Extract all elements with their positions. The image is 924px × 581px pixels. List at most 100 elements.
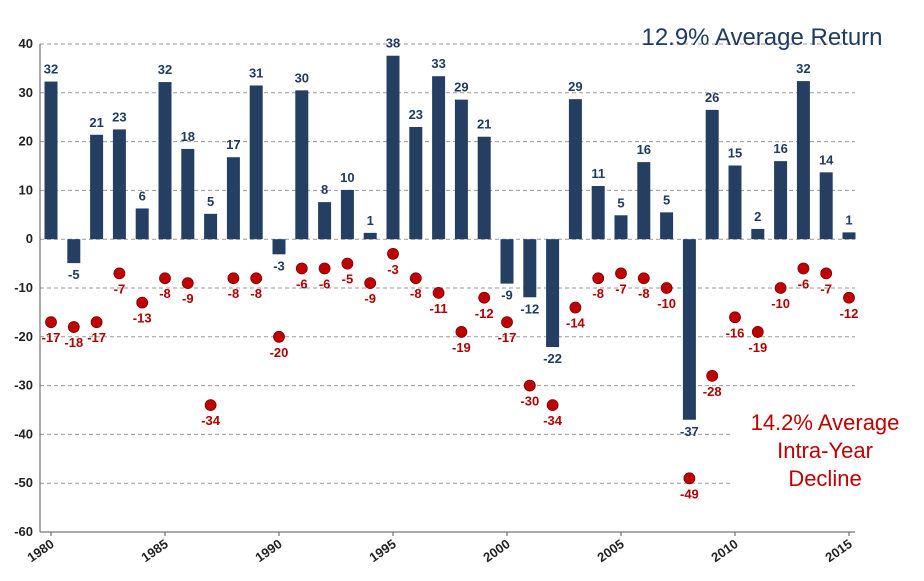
decline-point-1982 [90,316,103,329]
x-tick-label: 1980 [24,536,56,565]
bar-1984 [135,208,149,240]
bar-2011 [751,228,765,240]
decline-label-1991: -6 [296,276,308,291]
bar-label-1994: 1 [367,213,374,228]
decline-label-1996: -8 [410,286,422,301]
bar-1995 [386,55,400,240]
decline-label-1997: -11 [430,301,448,316]
bar-label-2006: 16 [637,142,651,157]
bar-label-2013: 32 [796,61,810,76]
average-decline-annotation-line3: Decline [788,466,861,491]
decline-label-2003: -14 [566,316,586,331]
bar-2014 [819,172,833,240]
bar-label-1989: 31 [249,65,263,80]
x-tick-label: 1985 [138,536,170,565]
x-tick-label: 2000 [480,536,512,565]
bar-label-2005: 5 [617,195,624,210]
decline-label-1986: -9 [182,291,194,306]
bar-label-2015: 1 [845,212,852,227]
bar-label-2004: 11 [591,166,605,181]
bar-1997 [432,76,446,240]
decline-point-1990 [273,330,285,343]
bar-label-2000: -9 [501,288,513,303]
decline-label-2006: -8 [638,286,650,301]
decline-point-2013 [797,262,810,275]
decline-point-1988 [227,272,240,285]
decline-label-2014: -7 [820,281,832,296]
decline-point-2015 [843,291,855,304]
bar-1989 [249,85,263,240]
bar-label-2008: -37 [680,424,699,439]
x-tick-label: 1990 [252,536,284,565]
decline-point-1983 [113,267,126,280]
decline-label-1981: -18 [64,335,83,350]
bar-label-1982: 21 [89,115,103,130]
bar-2004 [591,186,605,240]
decline-point-1993 [341,257,354,270]
y-tick-label: 10 [19,182,33,197]
bar-2006 [637,162,651,240]
decline-label-2010: -16 [726,325,745,340]
decline-point-2006 [637,272,650,285]
bar-label-1996: 23 [409,107,423,122]
decline-point-1989 [250,272,263,285]
bar-label-1987: 5 [207,194,214,209]
bar-label-2010: 15 [728,146,742,161]
y-tick-label: -50 [14,475,33,490]
decline-label-2005: -7 [615,281,627,296]
bar-label-1983: 23 [112,109,126,124]
bar-2010 [728,165,742,240]
decline-label-2007: -10 [657,296,676,311]
decline-point-1997 [432,286,445,299]
decline-label-1985: -8 [159,286,171,301]
bar-label-1980: 32 [44,62,58,77]
y-tick-label: -20 [14,329,33,344]
decline-label-2004: -8 [592,286,604,301]
x-tick-label: 2015 [822,536,854,565]
bar-label-1988: 17 [226,137,240,152]
bar-1993 [340,189,354,240]
bar-label-1990: -3 [273,258,285,273]
decline-point-1999 [478,291,491,304]
decline-point-2003 [569,301,582,314]
bar-label-2009: 26 [705,90,719,105]
x-tick-label: 2005 [594,536,626,565]
decline-point-2011 [751,326,764,338]
decline-point-2000 [501,316,513,329]
decline-label-2000: -17 [498,330,517,345]
y-tick-label: -40 [14,426,33,441]
decline-label-1994: -9 [364,291,376,306]
bar-1991 [295,90,309,240]
y-tick-labels: 40 30 20 10 0 -10 -20 -30 -40 -50 -60 [14,36,33,539]
decline-point-2005 [615,267,627,280]
decline-label-1993: -5 [342,272,354,287]
bar-2012 [774,161,788,240]
bar-label-1999: 21 [477,117,491,132]
decline-label-2009: -28 [703,384,722,399]
decline-label-2002: -34 [543,413,563,428]
decline-point-2010 [729,311,741,324]
decline-label-1989: -8 [250,286,262,301]
y-tick-label: -30 [14,378,33,393]
bar-2001 [523,239,537,298]
bar-label-1993: 10 [340,170,354,185]
decline-annotation-background [732,402,918,498]
x-tick-labels: 1980 1985 1990 1995 2000 2005 2010 2015 [24,532,855,565]
bar-label-1991: 30 [295,70,309,85]
bar-2009 [705,109,719,240]
bar-2002 [546,239,560,348]
y-tick-label: 0 [26,231,33,246]
bar-1986 [181,148,195,240]
bar-label-1995: 38 [386,36,400,51]
decline-point-1980 [45,316,57,329]
decline-label-1980: -17 [42,330,61,345]
decline-label-2011: -19 [748,340,767,355]
annual-return-bars: 32-521 236321851731-33081013823332921-9-1… [44,36,856,439]
decline-point-2008 [683,472,696,485]
bar-label-1981: -5 [68,267,80,282]
decline-point-1991 [295,262,308,275]
decline-point-1981 [67,321,80,333]
decline-label-2015: -12 [840,306,859,321]
decline-point-1998 [455,326,468,338]
